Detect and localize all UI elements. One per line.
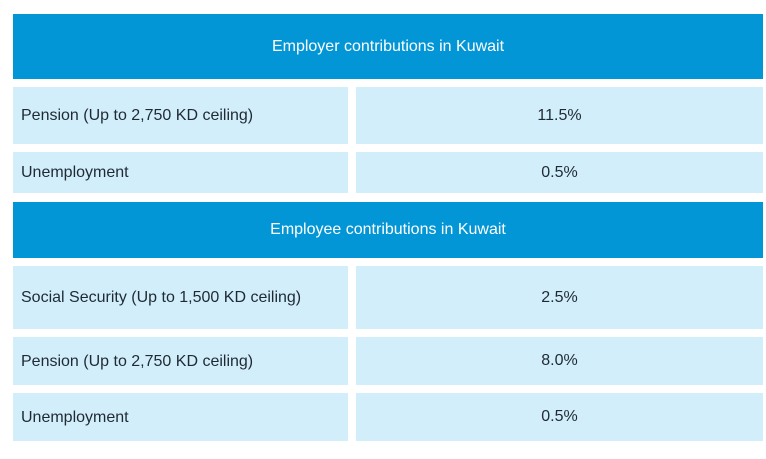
- employer-section-header: Employer contributions in Kuwait: [13, 14, 763, 79]
- row-value: 8.0%: [356, 337, 763, 385]
- row-label: Unemployment: [13, 393, 348, 441]
- table-row: Pension (Up to 2,750 KD ceiling) 11.5%: [13, 87, 763, 144]
- row-label: Unemployment: [13, 152, 348, 193]
- contributions-table: Employer contributions in Kuwait Pension…: [13, 14, 763, 441]
- table-row: Pension (Up to 2,750 KD ceiling) 8.0%: [13, 337, 763, 385]
- row-label: Pension (Up to 2,750 KD ceiling): [13, 337, 348, 385]
- employee-section-title: Employee contributions in Kuwait: [270, 221, 506, 238]
- row-value: 2.5%: [356, 266, 763, 329]
- row-value: 0.5%: [356, 152, 763, 193]
- employer-section-title: Employer contributions in Kuwait: [271, 37, 505, 55]
- row-value: 11.5%: [356, 87, 763, 144]
- table-row: Social Security (Up to 1,500 KD ceiling)…: [13, 266, 763, 329]
- row-label: Pension (Up to 2,750 KD ceiling): [13, 87, 348, 144]
- table-row: Unemployment 0.5%: [13, 393, 763, 441]
- table-row: Unemployment 0.5%: [13, 152, 763, 193]
- row-label: Social Security (Up to 1,500 KD ceiling): [13, 266, 348, 329]
- employee-section-header: Employee contributions in Kuwait: [13, 202, 763, 258]
- row-value: 0.5%: [356, 393, 763, 441]
